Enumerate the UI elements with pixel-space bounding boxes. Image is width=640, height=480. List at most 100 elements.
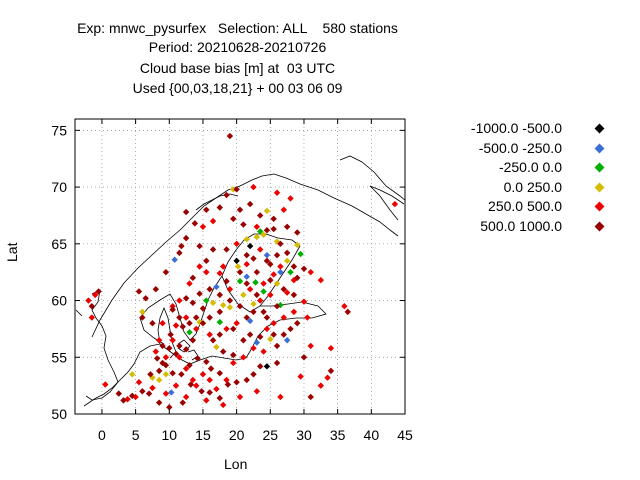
station-point: [139, 308, 146, 316]
station-point: [155, 376, 163, 384]
station-point: [194, 355, 201, 362]
station-point: [193, 314, 200, 321]
station-point: [166, 344, 173, 352]
station-point: [297, 250, 304, 258]
station-point: [179, 399, 186, 406]
station-point: [250, 300, 257, 308]
station-point: [176, 354, 183, 361]
station-point: [153, 355, 161, 362]
station-point: [226, 132, 234, 140]
station-point: [203, 257, 210, 265]
station-point: [182, 234, 190, 242]
chart-title-line-1: Exp: mnwc_pysurfex Selection: ALL 580 st…: [77, 20, 398, 36]
station-point: [216, 291, 223, 299]
station-point: [300, 354, 308, 361]
station-point: [236, 303, 244, 310]
station-point: [135, 379, 143, 386]
legend-entry: 0.0 250.0: [430, 179, 640, 199]
station-point: [290, 308, 298, 316]
station-point: [145, 390, 153, 397]
station-point: [270, 271, 277, 278]
station-point: [147, 371, 154, 378]
x-tick-label: 20: [229, 427, 245, 443]
station-point: [267, 291, 274, 299]
station-point: [250, 371, 257, 378]
station-point: [233, 379, 240, 386]
station-point: [196, 290, 203, 297]
station-point: [162, 354, 170, 361]
station-point: [226, 297, 234, 304]
station-point: [102, 381, 109, 388]
station-point: [203, 397, 210, 404]
station-point: [287, 268, 294, 276]
station-point: [243, 251, 250, 259]
station-point: [206, 314, 213, 321]
legend-label: -500.0 -250.0: [478, 139, 562, 156]
station-point: [169, 369, 176, 377]
station-point: [139, 314, 146, 321]
station-point: [257, 333, 264, 341]
y-tick-label: 50: [51, 406, 67, 422]
station-point: [324, 374, 331, 381]
station-point: [230, 359, 237, 367]
station-point: [171, 256, 178, 263]
station-point: [260, 348, 267, 355]
station-point: [250, 308, 257, 316]
legend-marker: [594, 182, 605, 192]
station-point: [257, 228, 264, 235]
station-point: [166, 403, 173, 411]
x-tick-label: 0: [98, 427, 106, 443]
legend-marker: [594, 201, 605, 212]
station-point: [270, 215, 277, 223]
station-point: [233, 320, 240, 327]
y-tick-label: 65: [51, 236, 67, 252]
station-point: [162, 268, 170, 276]
station-point: [182, 365, 190, 372]
station-point: [240, 221, 247, 228]
station-point: [240, 337, 247, 344]
coastline-scandinavia: [91, 173, 405, 345]
station-point: [243, 376, 250, 384]
station-point: [273, 359, 281, 367]
station-point: [253, 233, 261, 241]
coastline-arctic: [195, 155, 405, 211]
station-point: [263, 251, 271, 259]
chart-title-line-3: Cloud base bias [m] at 03 UTC: [139, 60, 336, 76]
station-point: [253, 388, 261, 395]
station-point: [273, 251, 281, 259]
coastline-baltic: [83, 301, 327, 407]
station-point: [280, 285, 287, 293]
station-point: [246, 331, 254, 338]
station-point: [219, 348, 227, 355]
station-point: [307, 342, 314, 350]
station-point: [182, 393, 190, 401]
station-point: [294, 241, 301, 249]
station-point: [344, 308, 351, 316]
station-point: [186, 329, 193, 336]
station-point: [250, 344, 257, 352]
station-point: [189, 376, 197, 384]
station-point: [206, 331, 213, 338]
station-point: [155, 399, 163, 406]
x-tick-label: 40: [364, 427, 380, 443]
chart-title-line-4: Used {00,03,18,21} + 00 03 06 09: [132, 80, 343, 96]
station-point: [176, 297, 183, 304]
station-point: [267, 276, 274, 284]
station-point: [277, 263, 284, 270]
x-tick-label: 10: [161, 427, 177, 443]
legend: -1000.0 -500.0 -500.0 -250.0 -250.0 0.0 0.0…: [430, 120, 640, 237]
station-point: [327, 367, 335, 375]
station-point: [277, 393, 284, 401]
station-point: [317, 276, 325, 284]
station-point: [159, 342, 166, 350]
station-point: [169, 337, 176, 344]
station-point: [253, 291, 261, 299]
station-point: [209, 246, 217, 253]
coastline-map: [75, 155, 405, 407]
station-point: [219, 263, 227, 270]
legend-label: 250.0 500.0: [488, 198, 562, 214]
legend-entry: -500.0 -250.0: [430, 140, 640, 160]
station-point: [196, 242, 203, 250]
station-point: [391, 200, 399, 208]
station-point: [206, 285, 213, 293]
